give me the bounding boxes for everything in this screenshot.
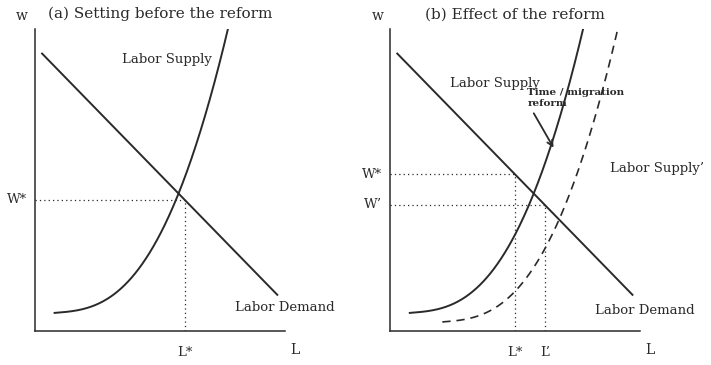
Text: Labor Supply: Labor Supply: [122, 53, 212, 66]
Text: W’: W’: [364, 199, 383, 211]
Text: L: L: [645, 343, 654, 357]
Text: w: w: [371, 9, 383, 23]
Title: (a) Setting before the reform: (a) Setting before the reform: [48, 7, 272, 21]
Text: W*: W*: [7, 193, 27, 206]
Text: Labor Supply: Labor Supply: [450, 77, 540, 90]
Text: w: w: [16, 9, 28, 23]
Text: L’: L’: [540, 346, 550, 359]
Text: L*: L*: [507, 346, 523, 359]
Text: Labor Demand: Labor Demand: [235, 301, 334, 314]
Text: L: L: [290, 343, 299, 357]
Text: Labor Demand: Labor Demand: [595, 304, 695, 317]
Text: L*: L*: [177, 346, 193, 359]
Title: (b) Effect of the reform: (b) Effect of the reform: [425, 7, 605, 21]
Text: Labor Supply’: Labor Supply’: [610, 162, 704, 175]
Text: W*: W*: [362, 168, 383, 181]
Text: Time / migration
reform: Time / migration reform: [528, 88, 624, 108]
